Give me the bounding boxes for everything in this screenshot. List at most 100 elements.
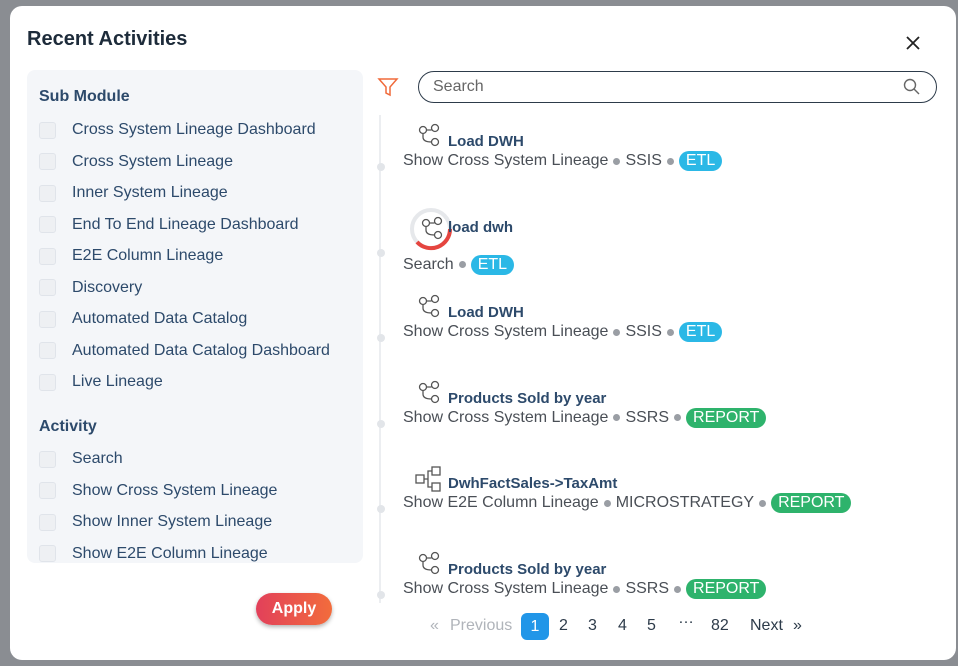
timeline-dot [377,248,385,257]
activity-tag: ETL [470,254,515,275]
checkbox[interactable] [39,121,56,139]
activity-details: Search ETL [403,254,515,275]
activity-item[interactable]: Products Sold by year Show Cross System L… [370,551,950,603]
activity-tag: ETL [678,322,723,343]
timeline-dot [377,591,385,599]
activity-icon [410,207,453,250]
activity-item[interactable]: Load DWH Show Cross System Lineage SSIS ETL [370,295,950,384]
checkbox[interactable] [39,545,56,562]
activity-details: Show Cross System Lineage SSIS ETL [403,322,723,343]
activity-action: Show Cross System Lineage [403,580,609,597]
separator [613,328,621,336]
activity-item[interactable]: DwhFactSales->TaxAmt Show E2E Column Line… [370,466,950,555]
filter-option[interactable]: Show Inner System Lineage [39,513,272,531]
activity-title[interactable]: Load DWH [448,304,524,322]
checkbox[interactable] [39,310,56,328]
activity-tag: REPORT [686,579,767,599]
option-label: Cross System Lineage Dashboard [72,121,316,138]
filter-option[interactable]: Automated Data Catalog [39,310,247,328]
filter-option[interactable]: Show Cross System Lineage [39,482,277,500]
checkbox[interactable] [39,450,56,468]
activity-icon [418,380,440,403]
pager-previous[interactable]: Previous [450,617,513,634]
activity-action: Search [403,255,454,273]
checkbox[interactable] [39,216,56,233]
pager-ellipsis: … [678,610,694,627]
activity-title[interactable]: Products Sold by year [448,389,607,407]
search-box[interactable]: Search [418,71,937,103]
activity-title[interactable]: Load DWH [448,133,524,150]
apply-button[interactable]: Apply [256,593,332,625]
activity-details: Show E2E Column Lineage MICROSTRATEGY REPO… [403,493,852,514]
filter-option[interactable]: Live Lineage [39,373,163,391]
timeline-dot [377,334,385,343]
search-placeholder: Search [433,78,484,95]
activity-item[interactable]: load dwh Search ETL [370,207,950,299]
page-number[interactable]: 2 [559,617,568,634]
activity-source: SSRS [625,580,670,597]
section-title: Activity [39,418,97,435]
separator [759,499,767,507]
activity-details: Show Cross System Lineage SSRS REPORT [403,407,767,428]
option-label: Automated Data Catalog Dashboard [72,341,330,359]
checkbox[interactable] [39,184,56,202]
checkbox[interactable] [39,279,56,296]
activity-source: SSIS [625,323,662,341]
checkbox[interactable] [39,153,56,170]
checkbox[interactable] [39,513,56,531]
close-button[interactable] [905,35,921,51]
separator [613,414,621,422]
timeline-dot [377,163,385,171]
checkbox[interactable] [39,247,56,265]
activity-action: Show E2E Column Lineage [403,494,599,512]
filter-option[interactable]: Inner System Lineage [39,184,228,202]
checkbox[interactable] [39,373,56,391]
filter-option[interactable]: Discovery [39,279,142,297]
activity-action: Show Cross System Lineage [403,408,609,426]
option-label: Automated Data Catalog [72,310,248,327]
option-label: Discovery [72,278,143,296]
activity-source: SSIS [625,152,662,169]
pager-arrow[interactable]: « [430,617,439,634]
separator [613,157,621,165]
section-title: Sub Module [39,88,130,105]
timeline [379,115,381,603]
activity-title[interactable]: load dwh [448,218,513,236]
page-number[interactable]: 1 [521,613,549,640]
filter-option[interactable]: Automated Data Catalog Dashboard [39,342,330,360]
pager-arrow[interactable]: » [793,617,802,634]
activity-item[interactable]: Load DWH Show Cross System Lineage SSIS ETL [370,123,950,213]
filter-option[interactable]: Search [39,450,123,468]
option-label: E2E Column Lineage [72,247,224,264]
page-number[interactable]: 3 [588,617,597,634]
filter-option[interactable]: Cross System Lineage Dashboard [39,121,316,139]
activity-title[interactable]: Products Sold by year [448,561,607,578]
option-label: Inner System Lineage [72,184,228,201]
filter-option[interactable]: End To End Lineage Dashboard [39,216,299,234]
page-number[interactable]: 5 [647,617,656,634]
page-number[interactable]: 82 [711,617,729,634]
checkbox[interactable] [39,342,56,359]
activity-details: Show Cross System Lineage SSRS REPORT [403,579,767,599]
option-label: End To End Lineage Dashboard [72,215,299,233]
filter-option[interactable]: E2E Column Lineage [39,247,223,265]
option-label: Show E2E Column Lineage [72,544,268,562]
checkbox[interactable] [39,482,56,499]
timeline-dot [377,505,385,514]
activity-tag: REPORT [686,407,767,428]
activity-title[interactable]: DwhFactSales->TaxAmt [448,475,618,493]
option-label: Show Cross System Lineage [72,481,278,499]
filter-icon[interactable] [377,76,399,98]
pager-next[interactable]: Next [750,617,783,634]
option-label: Cross System Lineage [72,152,233,170]
filter-option[interactable]: Show E2E Column Lineage [39,545,268,563]
activity-tag: REPORT [771,493,852,514]
separator [666,328,674,336]
activity-source: MICROSTRATEGY [615,494,755,512]
search-icon[interactable] [903,78,921,96]
filter-option[interactable]: Cross System Lineage [39,153,233,171]
activity-item[interactable]: Products Sold by year Show Cross System L… [370,380,950,470]
activity-icon [418,551,440,575]
page-number[interactable]: 4 [618,617,627,634]
